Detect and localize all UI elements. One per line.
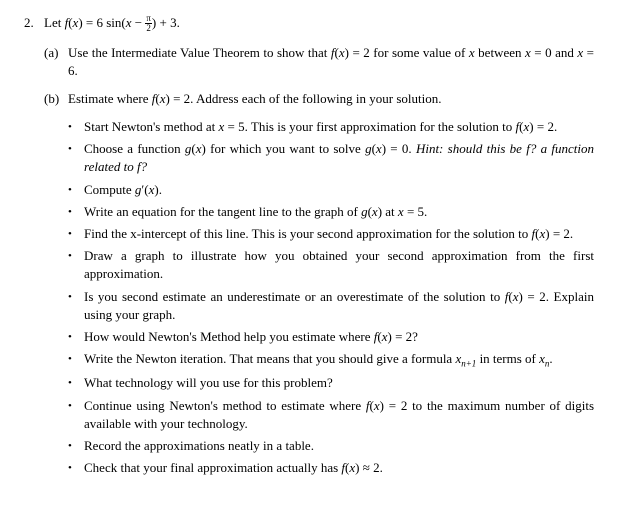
x: x: [469, 45, 475, 60]
text: Record the approximations neatly in a ta…: [84, 438, 314, 453]
bullet-content: Record the approximations neatly in a ta…: [84, 437, 594, 455]
bullet-content: Write the Newton iteration. That means t…: [84, 350, 594, 370]
text: Use the Intermediate Value Theorem to sh…: [68, 45, 331, 60]
bullet-icon: •: [68, 437, 84, 454]
bullet-content: Choose a function g(x) for which you wan…: [84, 140, 594, 176]
text: What technology will you use for this pr…: [84, 375, 333, 390]
list-item: • Write the Newton iteration. That means…: [68, 350, 594, 370]
fraction: π2: [145, 14, 152, 33]
text: between: [478, 45, 525, 60]
problem-header: 2. Let f(x) = 6 sin(x − π2) + 3.: [24, 14, 594, 34]
problem-statement: Let f(x) = 6 sin(x − π2) + 3.: [44, 14, 594, 34]
part-b: (b) Estimate where f(x) = 2. Address eac…: [44, 90, 594, 108]
list-item: • Write an equation for the tangent line…: [68, 203, 594, 221]
bullet-content: Draw a graph to illustrate how you obtai…: [84, 247, 594, 283]
frac-den: 2: [145, 24, 152, 33]
part-b-label: (b): [44, 90, 68, 108]
bullet-content: Start Newton's method at x = 5. This is …: [84, 118, 594, 136]
bullet-content: Compute g′(x).: [84, 181, 594, 199]
list-item: • How would Newton's Method help you est…: [68, 328, 594, 346]
bullet-content: Find the x-intercept of this line. This …: [84, 225, 594, 243]
text: Let: [44, 15, 65, 30]
list-item: • Choose a function g(x) for which you w…: [68, 140, 594, 176]
bullet-icon: •: [68, 225, 84, 242]
rest: ) = 0.: [382, 141, 416, 156]
text: Start Newton's method at: [84, 119, 219, 134]
list-item: • Draw a graph to illustrate how you obt…: [68, 247, 594, 283]
bullet-content: What technology will you use for this pr…: [84, 374, 594, 392]
list-item: • Record the approximations neatly in a …: [68, 437, 594, 455]
eq: ) = 2 for some value of: [345, 45, 469, 60]
rest: .: [549, 351, 552, 366]
rest: ).: [154, 182, 162, 197]
list-item: • Continue using Newton's method to esti…: [68, 397, 594, 433]
list-item: • Start Newton's method at x = 5. This i…: [68, 118, 594, 136]
list-item: • Is you second estimate an underestimat…: [68, 288, 594, 324]
bullet-icon: •: [68, 247, 84, 264]
text: Choose a function: [84, 141, 185, 156]
eq: = 0 and: [531, 45, 578, 60]
prime: ′(: [141, 182, 148, 197]
text: Is you second estimate an underestimate …: [84, 289, 505, 304]
bullet-content: Continue using Newton's method to estima…: [84, 397, 594, 433]
sub: n+1: [461, 359, 476, 369]
expr: ) = 6 sin(: [78, 15, 125, 30]
text: Write an equation for the tangent line t…: [84, 204, 361, 219]
bullet-icon: •: [68, 459, 84, 476]
bullet-icon: •: [68, 140, 84, 157]
text: How would Newton's Method help you estim…: [84, 329, 374, 344]
text: Find the x-intercept of this line. This …: [84, 226, 531, 241]
minus: −: [132, 15, 146, 30]
bullet-icon: •: [68, 350, 84, 367]
text: in terms of: [476, 351, 539, 366]
rest: ) = 2.: [545, 226, 573, 241]
text: Check that your final approximation actu…: [84, 460, 341, 475]
bullet-icon: •: [68, 328, 84, 345]
part-a: (a) Use the Intermediate Value Theorem t…: [44, 44, 594, 80]
text: ) at: [378, 204, 398, 219]
list-item: • What technology will you use for this …: [68, 374, 594, 392]
bullet-icon: •: [68, 203, 84, 220]
text: Compute: [84, 182, 135, 197]
bullet-content: Is you second estimate an underestimate …: [84, 288, 594, 324]
bullet-list: • Start Newton's method at x = 5. This i…: [68, 118, 594, 477]
list-item: • Find the x-intercept of this line. Thi…: [68, 225, 594, 243]
text: = 5. This is your first approximation fo…: [224, 119, 515, 134]
text: Continue using Newton's method to estima…: [84, 398, 366, 413]
bullet-content: Check that your final approximation actu…: [84, 459, 594, 477]
text: Write the Newton iteration. That means t…: [84, 351, 455, 366]
part-a-content: Use the Intermediate Value Theorem to sh…: [68, 44, 594, 80]
text: Estimate where: [68, 91, 152, 106]
bullet-content: Write an equation for the tangent line t…: [84, 203, 594, 221]
text: ) for which you want to solve: [202, 141, 366, 156]
list-item: • Compute g′(x).: [68, 181, 594, 199]
part-a-label: (a): [44, 44, 68, 62]
problem-number: 2.: [24, 14, 44, 32]
rest: ) ≈ 2.: [355, 460, 383, 475]
bullet-icon: •: [68, 118, 84, 135]
bullet-content: How would Newton's Method help you estim…: [84, 328, 594, 346]
bullet-icon: •: [68, 288, 84, 305]
list-item: • Check that your final approximation ac…: [68, 459, 594, 477]
rest: ) = 2.: [529, 119, 557, 134]
rest: ) = 2?: [387, 329, 417, 344]
rest: ) = 2. Address each of the following in …: [166, 91, 442, 106]
rest: = 5.: [404, 204, 428, 219]
bullet-icon: •: [68, 397, 84, 414]
text: Draw a graph to illustrate how you obtai…: [84, 248, 594, 281]
part-b-content: Estimate where f(x) = 2. Address each of…: [68, 90, 594, 108]
bullet-icon: •: [68, 181, 84, 198]
bullet-icon: •: [68, 374, 84, 391]
after-frac: ) + 3.: [152, 15, 180, 30]
